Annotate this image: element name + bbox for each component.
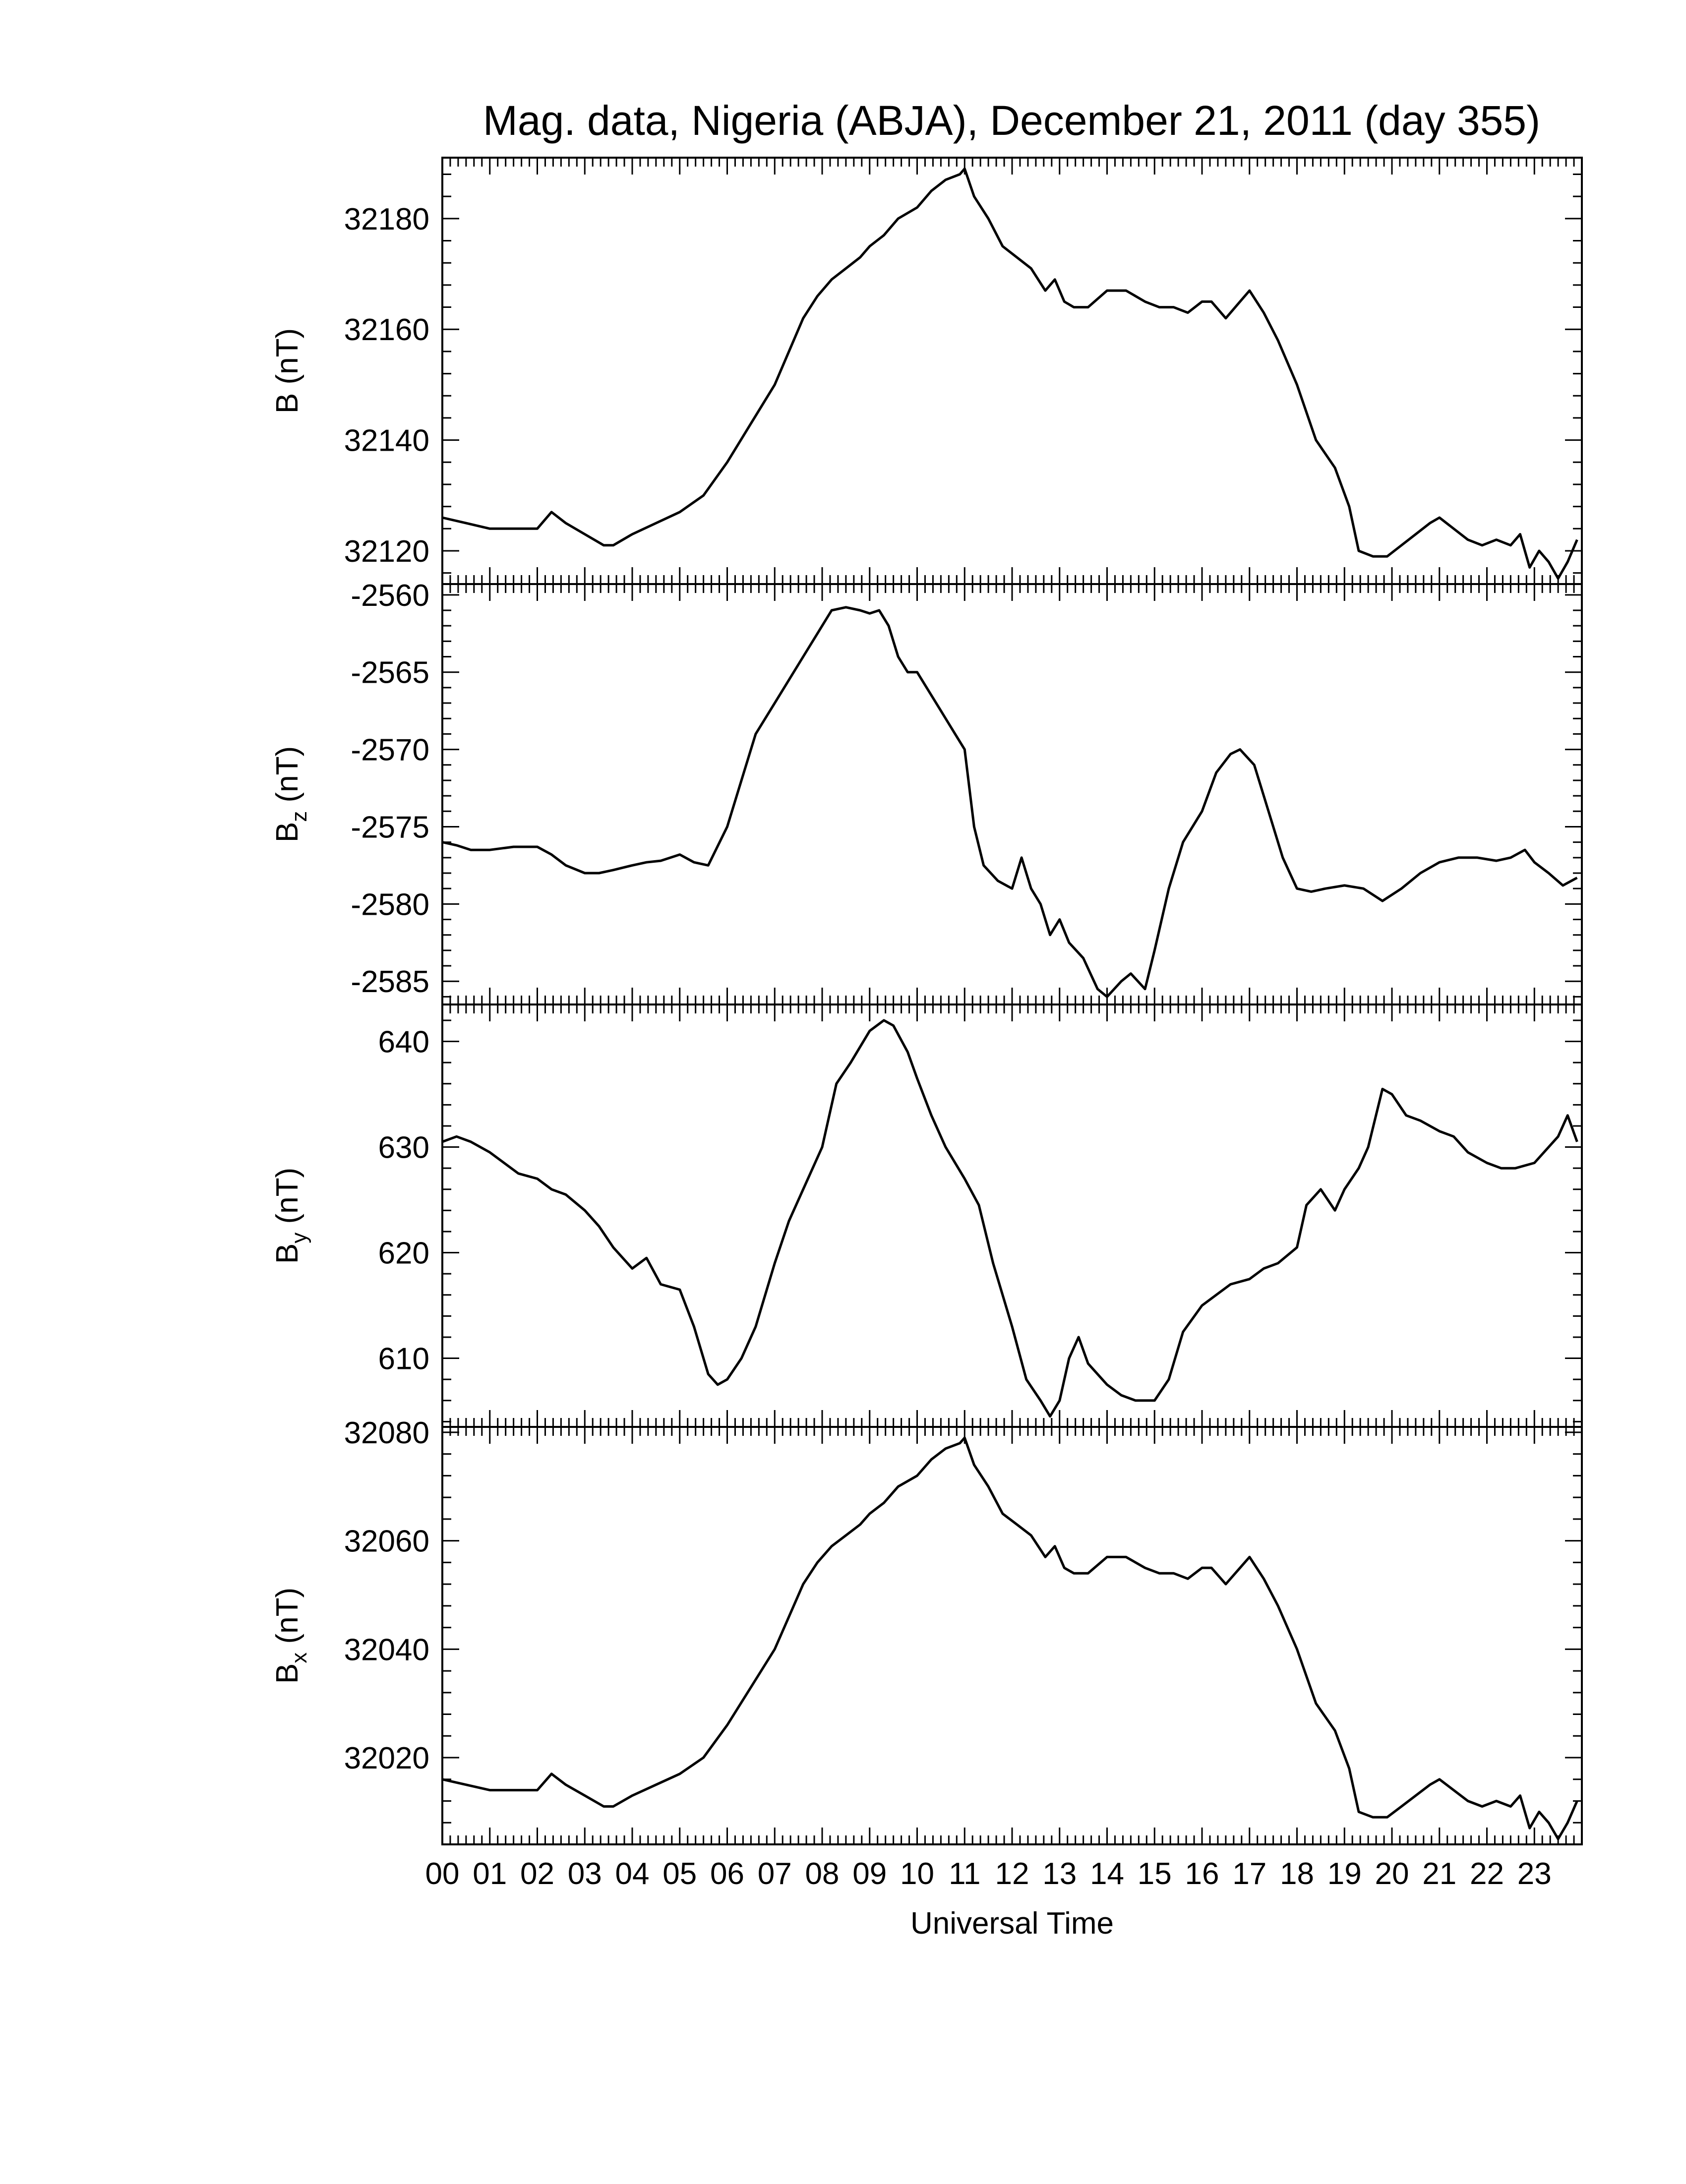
y-axis-label-unit: (nT): [270, 1168, 304, 1233]
x-tick-label: 06: [710, 1857, 744, 1891]
y-tick-label: 620: [378, 1237, 429, 1271]
series-line: [442, 606, 1578, 998]
y-axis-label: B (nT): [270, 328, 304, 413]
y-axis-label: Bx (nT): [270, 1588, 311, 1684]
x-tick-label: 20: [1375, 1857, 1409, 1891]
x-tick-label: 21: [1422, 1857, 1456, 1891]
y-tick-label: -2585: [351, 965, 429, 999]
x-tick-label: 00: [425, 1857, 460, 1891]
x-tick-label: 02: [520, 1857, 554, 1891]
y-axis-label-main: B: [270, 822, 304, 842]
y-tick-label: -2570: [351, 733, 429, 767]
y-axis-label-subscript: x: [287, 1653, 311, 1663]
y-axis-label-subscript: z: [287, 811, 311, 822]
y-axis-label-unit: (nT): [270, 328, 304, 393]
chart-title: Mag. data, Nigeria (ABJA), December 21, …: [483, 97, 1540, 144]
y-tick-label: 32080: [344, 1416, 429, 1450]
x-tick-label: 23: [1517, 1857, 1552, 1891]
y-tick-label: -2560: [351, 579, 429, 613]
y-tick-label: -2580: [351, 887, 429, 922]
series-line: [442, 1436, 1578, 1840]
y-tick-label: 32040: [344, 1633, 429, 1667]
x-tick-label: 16: [1185, 1857, 1219, 1891]
x-tick-label: 15: [1138, 1857, 1172, 1891]
y-tick-label: 640: [378, 1025, 429, 1060]
x-tick-label: 11: [949, 1857, 980, 1891]
y-tick-label: 32020: [344, 1741, 429, 1775]
x-tick-label: 01: [473, 1857, 507, 1891]
y-axis-label-unit: (nT): [270, 746, 304, 811]
x-tick-label: 12: [995, 1857, 1029, 1891]
x-tick-label: 13: [1042, 1857, 1077, 1891]
x-tick-label: 04: [615, 1857, 650, 1891]
y-tick-label: -2565: [351, 656, 429, 690]
x-tick-label: 05: [662, 1857, 697, 1891]
x-tick-label: 07: [758, 1857, 792, 1891]
y-axis-label-unit: (nT): [270, 1588, 304, 1653]
y-tick-label: 32120: [344, 534, 429, 569]
x-tick-label: 09: [852, 1857, 887, 1891]
x-tick-label: 14: [1090, 1857, 1124, 1891]
y-axis-label: By (nT): [270, 1168, 311, 1264]
y-axis-label-main: B: [270, 1243, 304, 1264]
y-tick-label: 32060: [344, 1525, 429, 1559]
x-tick-label: 19: [1327, 1857, 1362, 1891]
y-tick-label: 32140: [344, 424, 429, 458]
panels-group: 32120 32140 32160 32180 B (nT) -2560 -2565 -257…: [270, 157, 1583, 1891]
y-tick-label: 630: [378, 1131, 429, 1165]
y-axis-label-main: B: [270, 393, 304, 413]
series-line: [442, 1019, 1578, 1418]
y-axis-label: Bz (nT): [270, 746, 311, 842]
x-axis-label: Universal Time: [910, 1906, 1114, 1941]
y-tick-label: 32180: [344, 202, 429, 236]
y-axis-label-subscript: y: [287, 1233, 311, 1243]
x-tick-label: 08: [805, 1857, 840, 1891]
x-tick-label: 18: [1280, 1857, 1314, 1891]
x-tick-label: 10: [900, 1857, 934, 1891]
x-tick-label: 22: [1470, 1857, 1504, 1891]
x-tick-label: 17: [1232, 1857, 1266, 1891]
y-tick-label: -2575: [351, 810, 429, 844]
series-line: [442, 167, 1578, 580]
x-tick-label: 03: [568, 1857, 602, 1891]
y-axis-label-main: B: [270, 1663, 304, 1684]
y-tick-label: 610: [378, 1342, 429, 1376]
y-tick-label: 32160: [344, 313, 429, 347]
